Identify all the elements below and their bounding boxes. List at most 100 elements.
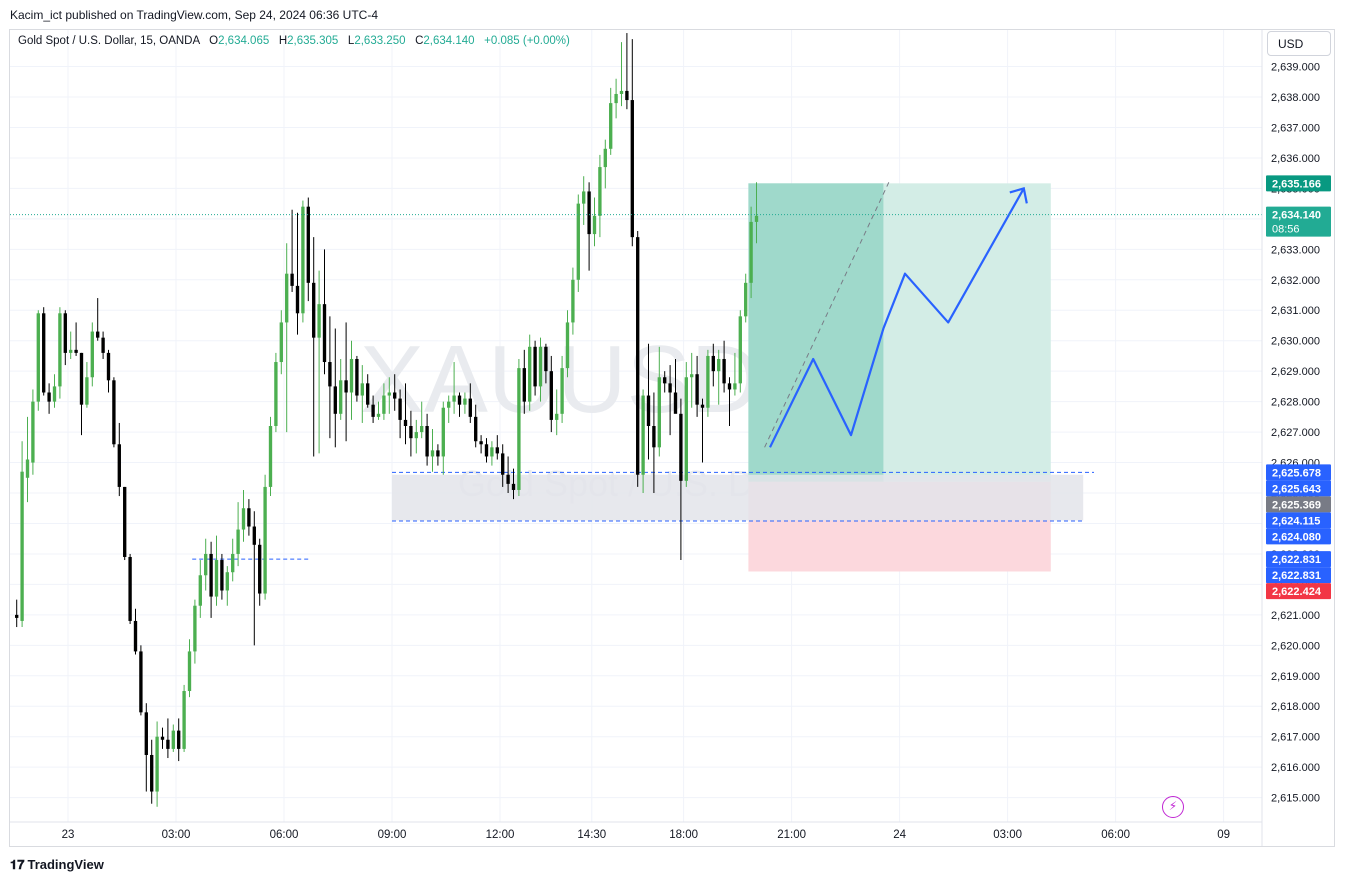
candle: [160, 727, 165, 749]
price-label: 2,624.080: [1266, 528, 1331, 545]
candle: [274, 352, 278, 433]
price-tick-label: 2,633.000: [1271, 244, 1320, 256]
candle-body: [182, 691, 186, 749]
candle-body: [360, 383, 364, 396]
candle: [193, 599, 197, 664]
price-label-bg: [1266, 206, 1331, 237]
candle-body: [430, 450, 435, 457]
candle: [177, 718, 181, 762]
candle: [528, 334, 532, 411]
candle-body: [387, 392, 391, 396]
price-tick-label: 2,618.000: [1271, 701, 1320, 713]
candle-body: [349, 358, 354, 393]
candle-body: [501, 453, 505, 475]
candle: [133, 608, 138, 655]
candle: [349, 340, 354, 420]
candle: [123, 486, 127, 561]
candle: [393, 374, 397, 411]
candle: [187, 639, 192, 698]
candle: [85, 362, 89, 408]
price-label-countdown: 08:56: [1272, 224, 1300, 236]
price-tick-label: 2,629.000: [1271, 366, 1320, 378]
horizontal-lines[interactable]: [192, 471, 1094, 560]
time-axis[interactable]: 23 03:00 06:00 09:00 12:00 14:30 18:00 21:00 24 0…: [10, 821, 1262, 841]
candle-body: [749, 221, 753, 283]
candle-body: [31, 401, 35, 463]
projection-arrowhead: [1009, 187, 1028, 204]
price-label-text: 2,624.080: [1272, 531, 1321, 543]
price-label-text: 2,624.115: [1272, 515, 1320, 527]
price-label-text: 2,625.369: [1272, 499, 1321, 511]
candle-body: [592, 215, 597, 235]
candle: [344, 322, 348, 442]
candle: [533, 340, 537, 396]
candle: [182, 684, 186, 752]
candle: [754, 182, 759, 244]
candle-body: [711, 355, 715, 372]
candle-body: [436, 450, 440, 457]
candle-body: [673, 392, 678, 414]
candle-body: [447, 401, 451, 408]
candle-body: [727, 383, 732, 390]
candle: [79, 352, 84, 436]
price-label: 2,634.140 08:56: [1266, 206, 1331, 237]
price-axis[interactable]: 2,615.000 2,616.000 2,617.000 2,618.000 2,61…: [1261, 30, 1320, 846]
candle: [371, 395, 375, 423]
candle: [722, 340, 726, 393]
legend-low: 2,633.250: [354, 35, 406, 47]
legend-open-label: O: [209, 35, 219, 47]
candle-body: [598, 167, 602, 216]
price-label-text: 2,622.831: [1272, 570, 1321, 582]
price-label-text: 2,635.166: [1272, 178, 1321, 190]
candle: [425, 413, 429, 466]
drawing-paths[interactable]: [764, 182, 1028, 448]
candle-body: [738, 316, 742, 384]
candle: [522, 349, 526, 414]
candle-body: [441, 407, 445, 457]
candle: [241, 489, 246, 542]
candle-body: [133, 620, 138, 652]
candle-body: [25, 459, 30, 478]
price-tick-label: 2,637.000: [1271, 122, 1320, 134]
candle-body: [679, 413, 683, 481]
candle-body: [490, 447, 494, 457]
candle: [582, 176, 586, 225]
candle: [382, 383, 386, 420]
candle: [74, 322, 78, 356]
candle: [139, 645, 143, 716]
candle-body: [171, 730, 175, 749]
currency-button[interactable]: USD: [1267, 31, 1331, 56]
candle: [69, 331, 73, 359]
candle: [52, 374, 57, 408]
lightning-icon[interactable]: ⚡: [1162, 796, 1184, 818]
time-tick-label: 23: [62, 829, 75, 841]
price-label-bg: [1266, 480, 1331, 497]
candle: [204, 538, 208, 591]
tradingview-logo[interactable]: 𝟏𝟕 TradingView: [10, 857, 104, 873]
candle: [468, 383, 472, 423]
candle: [20, 441, 24, 628]
candle: [333, 328, 337, 448]
candle: [403, 383, 408, 445]
candle-body: [452, 395, 456, 402]
candle-body: [603, 148, 607, 168]
candle: [63, 310, 67, 366]
candle-body: [155, 736, 159, 792]
position-zones[interactable]: [392, 183, 1084, 572]
candle-body: [177, 730, 181, 749]
candle-body: [258, 544, 262, 594]
candle-body: [652, 426, 656, 448]
candle: [355, 355, 359, 402]
candle-body: [355, 358, 359, 396]
candle: [387, 377, 391, 414]
price-tick-label: 2,631.000: [1271, 305, 1320, 317]
candle-body: [484, 444, 489, 457]
candle-body: [614, 93, 618, 104]
time-tick-label: 12:00: [486, 829, 515, 841]
price-label: 2,622.831: [1266, 567, 1331, 584]
candle: [409, 410, 413, 457]
dashed-trend-line: [764, 182, 890, 448]
candle-body: [79, 352, 84, 405]
candle: [117, 422, 121, 497]
